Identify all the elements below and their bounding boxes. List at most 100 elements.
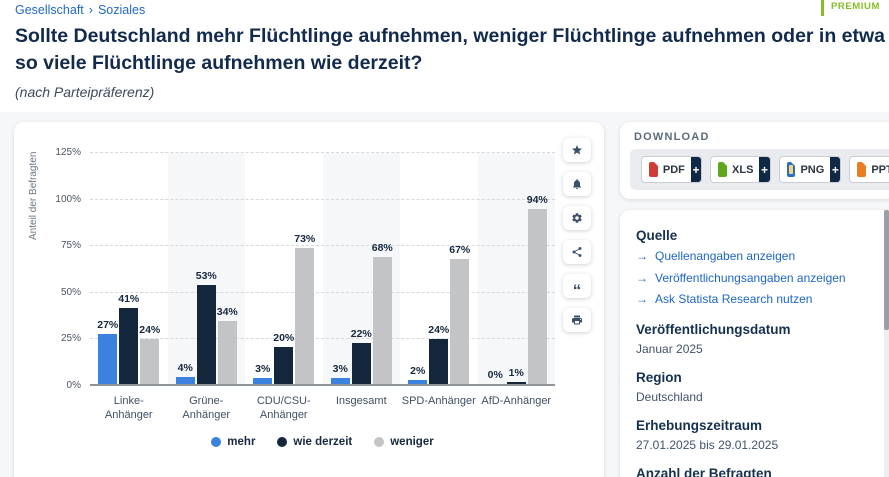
y-tick-label: 0% (66, 380, 81, 391)
download-section-label: DOWNLOAD (634, 131, 710, 143)
favorite-button[interactable] (563, 138, 591, 162)
page-subtitle: (nach Parteipräferenz) (15, 84, 155, 100)
bar-wie-derzeit-5[interactable] (429, 339, 449, 384)
breadcrumb-link-gesellschaft[interactable]: Gesellschaft (15, 3, 84, 17)
info-value: Deutschland (636, 389, 703, 404)
gridline (90, 245, 555, 247)
legend-label: mehr (227, 436, 256, 448)
legend-item-mehr[interactable]: mehr (211, 436, 255, 448)
download-pdf-button[interactable]: PDF + (641, 156, 703, 183)
settings-button[interactable] (563, 206, 591, 230)
info-value: 27.01.2025 bis 29.01.2025 (636, 437, 779, 452)
bar-mehr-3[interactable] (253, 378, 273, 384)
y-tick-label: 50% (60, 286, 81, 298)
xls-file-icon (718, 162, 728, 177)
info-heading: Veröffentlichungsdatum (636, 321, 791, 337)
download-png-button[interactable]: PNG + (778, 156, 842, 183)
bar-mehr-4[interactable] (330, 378, 350, 384)
bar-value-label: 68% (371, 242, 393, 255)
x-axis-category-label: Insgesamt (335, 395, 387, 407)
download-xls-button[interactable]: XLS + (710, 156, 771, 183)
star-icon (572, 145, 582, 155)
breadcrumb: Gesellschaft › Soziales (15, 3, 145, 17)
legend-item-wie-derzeit[interactable]: wie derzeit (277, 436, 352, 448)
bar-weniger-6[interactable] (527, 208, 547, 384)
info-heading: Quelle (636, 228, 678, 243)
bar-mehr-1[interactable] (98, 333, 118, 384)
gridline (90, 152, 555, 153)
bar-value-label: 22% (350, 328, 372, 340)
x-axis-category-label: SPD-Anhänger (401, 395, 476, 407)
bar-wie-derzeit-3[interactable] (274, 346, 294, 384)
plot-area: 0% 25% 50% 75% 100% 125% 27% 41% 24% 4% 53% 34% 3% 20… (55, 147, 555, 391)
x-axis-category-label: CDU/CSU-Anhänger (256, 395, 311, 422)
scrollbar-track[interactable] (884, 210, 889, 477)
arrow-right-icon: → (636, 292, 648, 307)
info-link-text[interactable]: Ask Statista Research nutzen (655, 292, 813, 307)
download-plus-button[interactable]: + (830, 157, 841, 182)
bar-wie-derzeit-4[interactable] (351, 343, 371, 384)
download-format-label: PNG (800, 163, 825, 176)
ppt-file-icon (857, 162, 867, 177)
info-link[interactable]: → Ask Statista Research nutzen (636, 292, 880, 308)
bar-value-label: 0% (487, 369, 503, 381)
share-icon (572, 247, 582, 257)
share-button[interactable] (563, 240, 591, 264)
x-axis-category-label: Grüne-Anhänger (182, 395, 231, 422)
page-title: Sollte Deutschland mehr Flüchtlinge aufn… (15, 25, 886, 74)
scrollbar-thumb[interactable] (884, 210, 889, 330)
gridline (90, 338, 555, 340)
chart-legend: mehr wie derzeit weniger (90, 436, 555, 448)
x-axis-labels: Linke-Anhänger Grüne-Anhänger CDU/CSU-Anhä… (90, 394, 555, 423)
legend-label: wie derzeit (293, 436, 353, 448)
bar-mehr-5[interactable] (408, 380, 428, 384)
chart-toolbar: “ (563, 138, 591, 332)
png-file-icon (786, 162, 796, 177)
legend-item-weniger[interactable]: weniger (374, 436, 434, 448)
x-axis-category-label: Linke-Anhänger (104, 395, 153, 422)
legend-dot (211, 437, 222, 447)
bar-wie-derzeit-1[interactable] (119, 307, 139, 384)
print-button[interactable] (563, 308, 591, 332)
chart-card: Anteil der Befragten 0% 25% 50% 75% 100% 125%… (14, 122, 604, 477)
bar-weniger-5[interactable] (450, 259, 470, 384)
bar-mehr-2[interactable] (175, 376, 195, 384)
gridline (90, 198, 555, 200)
bar-weniger-3[interactable] (295, 247, 315, 384)
bar-value-label: 27% (97, 318, 119, 331)
bar-weniger-2[interactable] (217, 320, 237, 384)
info-link-text[interactable]: Quellenangaben anzeigen (655, 249, 796, 263)
download-format-label: PDF (662, 163, 685, 176)
info-heading: Anzahl der Befragten (636, 465, 772, 477)
gear-icon (572, 213, 582, 223)
info-heading: Erhebungszeitraum (636, 417, 763, 433)
info-heading: Region (636, 369, 682, 385)
legend-dot (277, 437, 288, 447)
bar-wie-derzeit-6[interactable] (506, 382, 526, 384)
y-tick-label: 25% (60, 333, 81, 345)
y-tick-label: 125% (55, 147, 81, 158)
download-ppt-button[interactable]: PPT+ (849, 156, 889, 183)
bar-weniger-4[interactable] (372, 257, 392, 384)
breadcrumb-link-soziales[interactable]: Soziales (97, 3, 146, 17)
cite-button[interactable]: “ (563, 274, 591, 299)
alert-button[interactable] (563, 172, 591, 196)
bar-wie-derzeit-2[interactable] (196, 285, 216, 384)
x-axis-category-label: AfD-Anhänger (481, 395, 552, 407)
premium-badge: PREMIUM (820, 0, 889, 16)
arrow-right-icon: → (636, 249, 648, 263)
info-link[interactable]: → Veröffentlichungsangaben anzeigen (636, 271, 880, 287)
bar-value-label: 73% (294, 232, 316, 245)
download-card: DOWNLOAD PDF + XLS + PNG + PPT+ (620, 122, 889, 199)
info-link[interactable]: → Quellenangaben anzeigen (636, 249, 880, 265)
y-tick-label: 100% (55, 193, 81, 205)
legend-label: weniger (390, 436, 434, 448)
download-plus-button[interactable]: + (690, 157, 702, 182)
bar-value-label: 1% (508, 367, 524, 380)
bar-value-label: 41% (118, 292, 140, 305)
info-link-text[interactable]: Veröffentlichungsangaben anzeigen (655, 270, 846, 285)
bar-weniger-1[interactable] (140, 339, 160, 384)
download-plus-button[interactable]: + (759, 157, 770, 182)
y-axis-title: Anteil der Befragten (28, 151, 39, 240)
